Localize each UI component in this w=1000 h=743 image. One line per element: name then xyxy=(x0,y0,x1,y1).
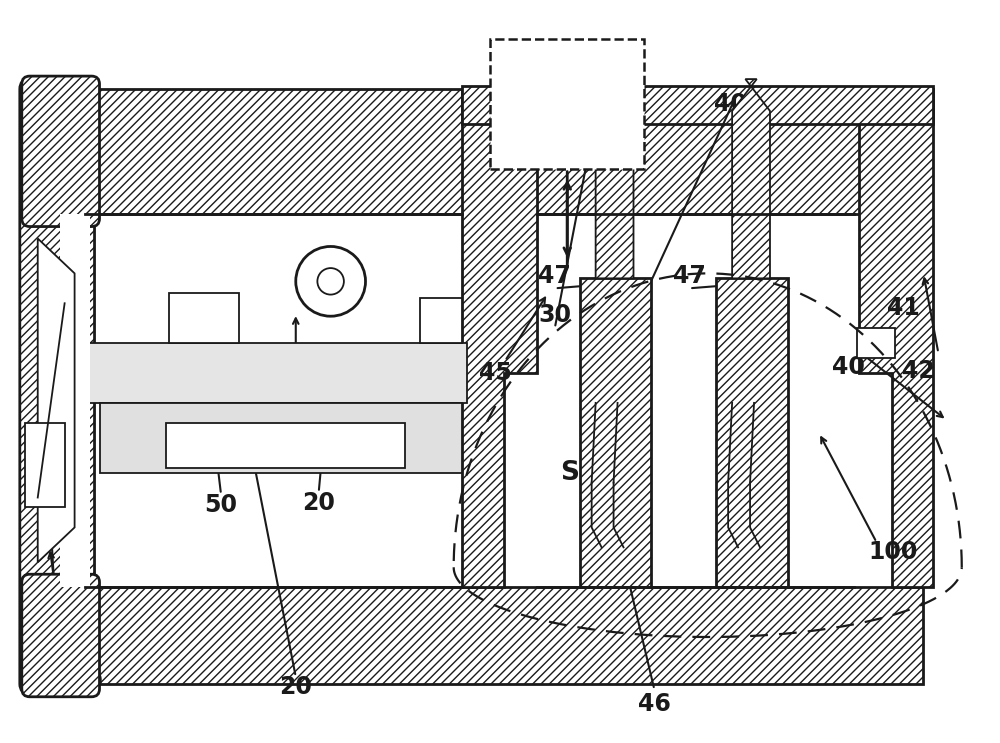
Text: 20: 20 xyxy=(302,490,335,514)
Text: 30: 30 xyxy=(538,303,571,327)
Bar xyxy=(60,213,90,587)
Text: 12: 12 xyxy=(48,658,81,682)
Text: 11: 11 xyxy=(38,583,71,606)
Bar xyxy=(462,86,933,124)
Polygon shape xyxy=(857,328,895,358)
Text: 40: 40 xyxy=(832,355,865,379)
Bar xyxy=(537,124,580,587)
Text: 60: 60 xyxy=(279,419,312,443)
Polygon shape xyxy=(732,79,770,279)
Polygon shape xyxy=(580,279,651,587)
Bar xyxy=(45,89,923,213)
Polygon shape xyxy=(859,89,933,587)
Text: 46: 46 xyxy=(638,692,671,716)
Text: 100: 100 xyxy=(869,540,918,565)
Bar xyxy=(100,403,462,473)
Text: 47: 47 xyxy=(538,265,571,288)
Text: 50: 50 xyxy=(205,493,238,516)
Circle shape xyxy=(317,268,344,294)
Polygon shape xyxy=(716,279,788,587)
Polygon shape xyxy=(462,89,537,587)
Text: 40': 40' xyxy=(714,92,754,116)
Polygon shape xyxy=(596,79,633,279)
Bar xyxy=(420,298,462,343)
Text: 41: 41 xyxy=(887,296,920,320)
FancyBboxPatch shape xyxy=(20,79,95,694)
Bar xyxy=(45,587,923,684)
Text: 45: 45 xyxy=(479,361,511,385)
Bar xyxy=(169,293,239,343)
Bar xyxy=(651,124,716,587)
Circle shape xyxy=(296,247,366,317)
Bar xyxy=(166,423,405,467)
Bar xyxy=(25,423,65,507)
Bar xyxy=(490,39,644,169)
Polygon shape xyxy=(38,239,75,562)
Bar xyxy=(788,124,859,587)
FancyBboxPatch shape xyxy=(22,76,100,227)
Text: 42: 42 xyxy=(902,359,935,383)
Text: 30: 30 xyxy=(613,303,646,327)
Bar xyxy=(85,343,467,403)
Text: 20: 20 xyxy=(279,675,312,699)
Text: 47: 47 xyxy=(673,265,706,288)
Text: 10: 10 xyxy=(70,670,103,694)
Text: S: S xyxy=(560,460,579,486)
FancyBboxPatch shape xyxy=(22,574,100,697)
